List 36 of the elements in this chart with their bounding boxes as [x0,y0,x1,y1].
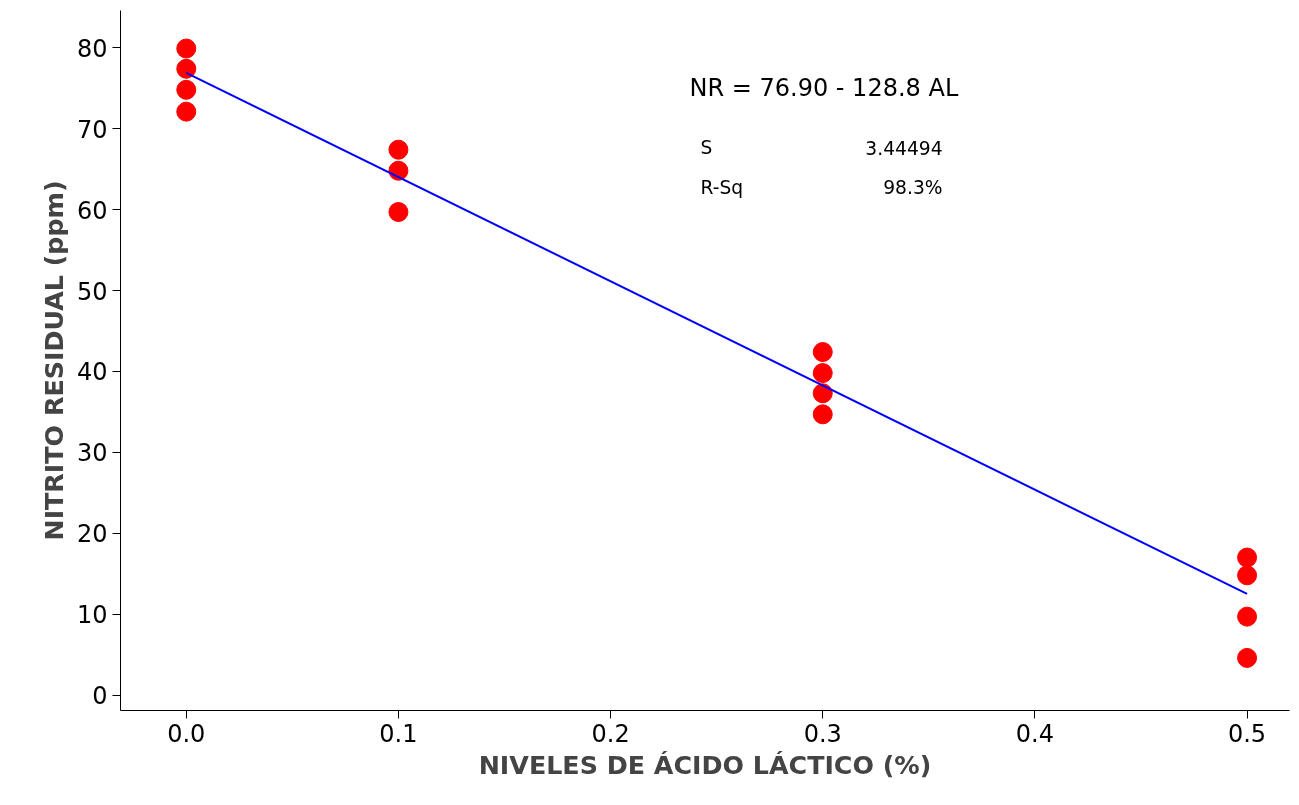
annotation: NR = 76.90 - 128.8 AL [689,73,959,102]
x-axis-title: NIVELES DE ÁCIDO LÁCTICO (%) [478,749,932,780]
point [812,342,833,362]
point [1237,565,1258,586]
point [1237,606,1258,627]
annotation: R-Sq [700,177,744,198]
annotation: 3.44494 [865,137,943,159]
y-tick-label: 70 [76,115,108,144]
point [176,58,197,79]
point [1237,647,1258,668]
x-tick-label: 0.1 [379,719,418,748]
y-axis-title: NITRITO RESIDUAL (ppm) [38,180,69,541]
point [812,383,833,404]
x-tick-label: 0.3 [803,719,842,748]
x-tick-label: 0.4 [1015,719,1054,748]
point [176,79,197,100]
x-tick-label: 0.2 [591,719,630,748]
x-tick-label: 0.0 [167,719,206,748]
y-tick-label: 60 [76,196,108,225]
y-tick-label: 0 [92,682,108,711]
y-tick-label: 80 [76,34,108,63]
y-tick-label: 20 [76,520,108,549]
x-tick-label: 0.5 [1227,719,1267,748]
point [1237,547,1258,568]
point [176,38,197,59]
point [388,202,409,222]
y-tick-label: 40 [76,358,108,387]
point [812,363,833,384]
y-tick-label: 30 [76,439,108,468]
annotation: 98.3% [883,177,943,198]
point [812,404,833,425]
annotation: S [700,137,713,158]
y-tick-label: 10 [76,601,108,630]
y-tick-label: 50 [76,277,108,306]
point [388,139,409,160]
point [176,101,197,122]
